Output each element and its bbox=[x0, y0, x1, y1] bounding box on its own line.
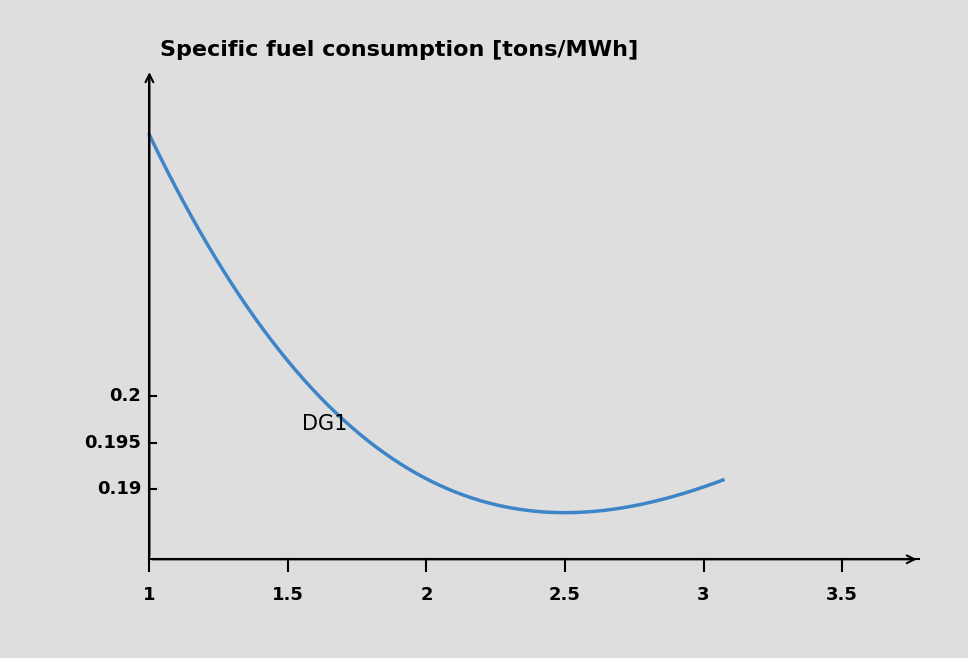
Text: 1.5: 1.5 bbox=[272, 586, 304, 604]
Text: 2.5: 2.5 bbox=[549, 586, 581, 604]
Text: 3.5: 3.5 bbox=[826, 586, 858, 604]
Text: 3: 3 bbox=[697, 586, 710, 604]
Text: 1: 1 bbox=[143, 586, 156, 604]
Text: 0.19: 0.19 bbox=[97, 480, 141, 498]
Text: DG1: DG1 bbox=[302, 414, 348, 434]
Text: Specific fuel consumption [tons/MWh]: Specific fuel consumption [tons/MWh] bbox=[161, 39, 639, 60]
Text: 0.195: 0.195 bbox=[84, 434, 141, 451]
Text: 0.2: 0.2 bbox=[109, 387, 141, 405]
Text: 2: 2 bbox=[420, 586, 433, 604]
